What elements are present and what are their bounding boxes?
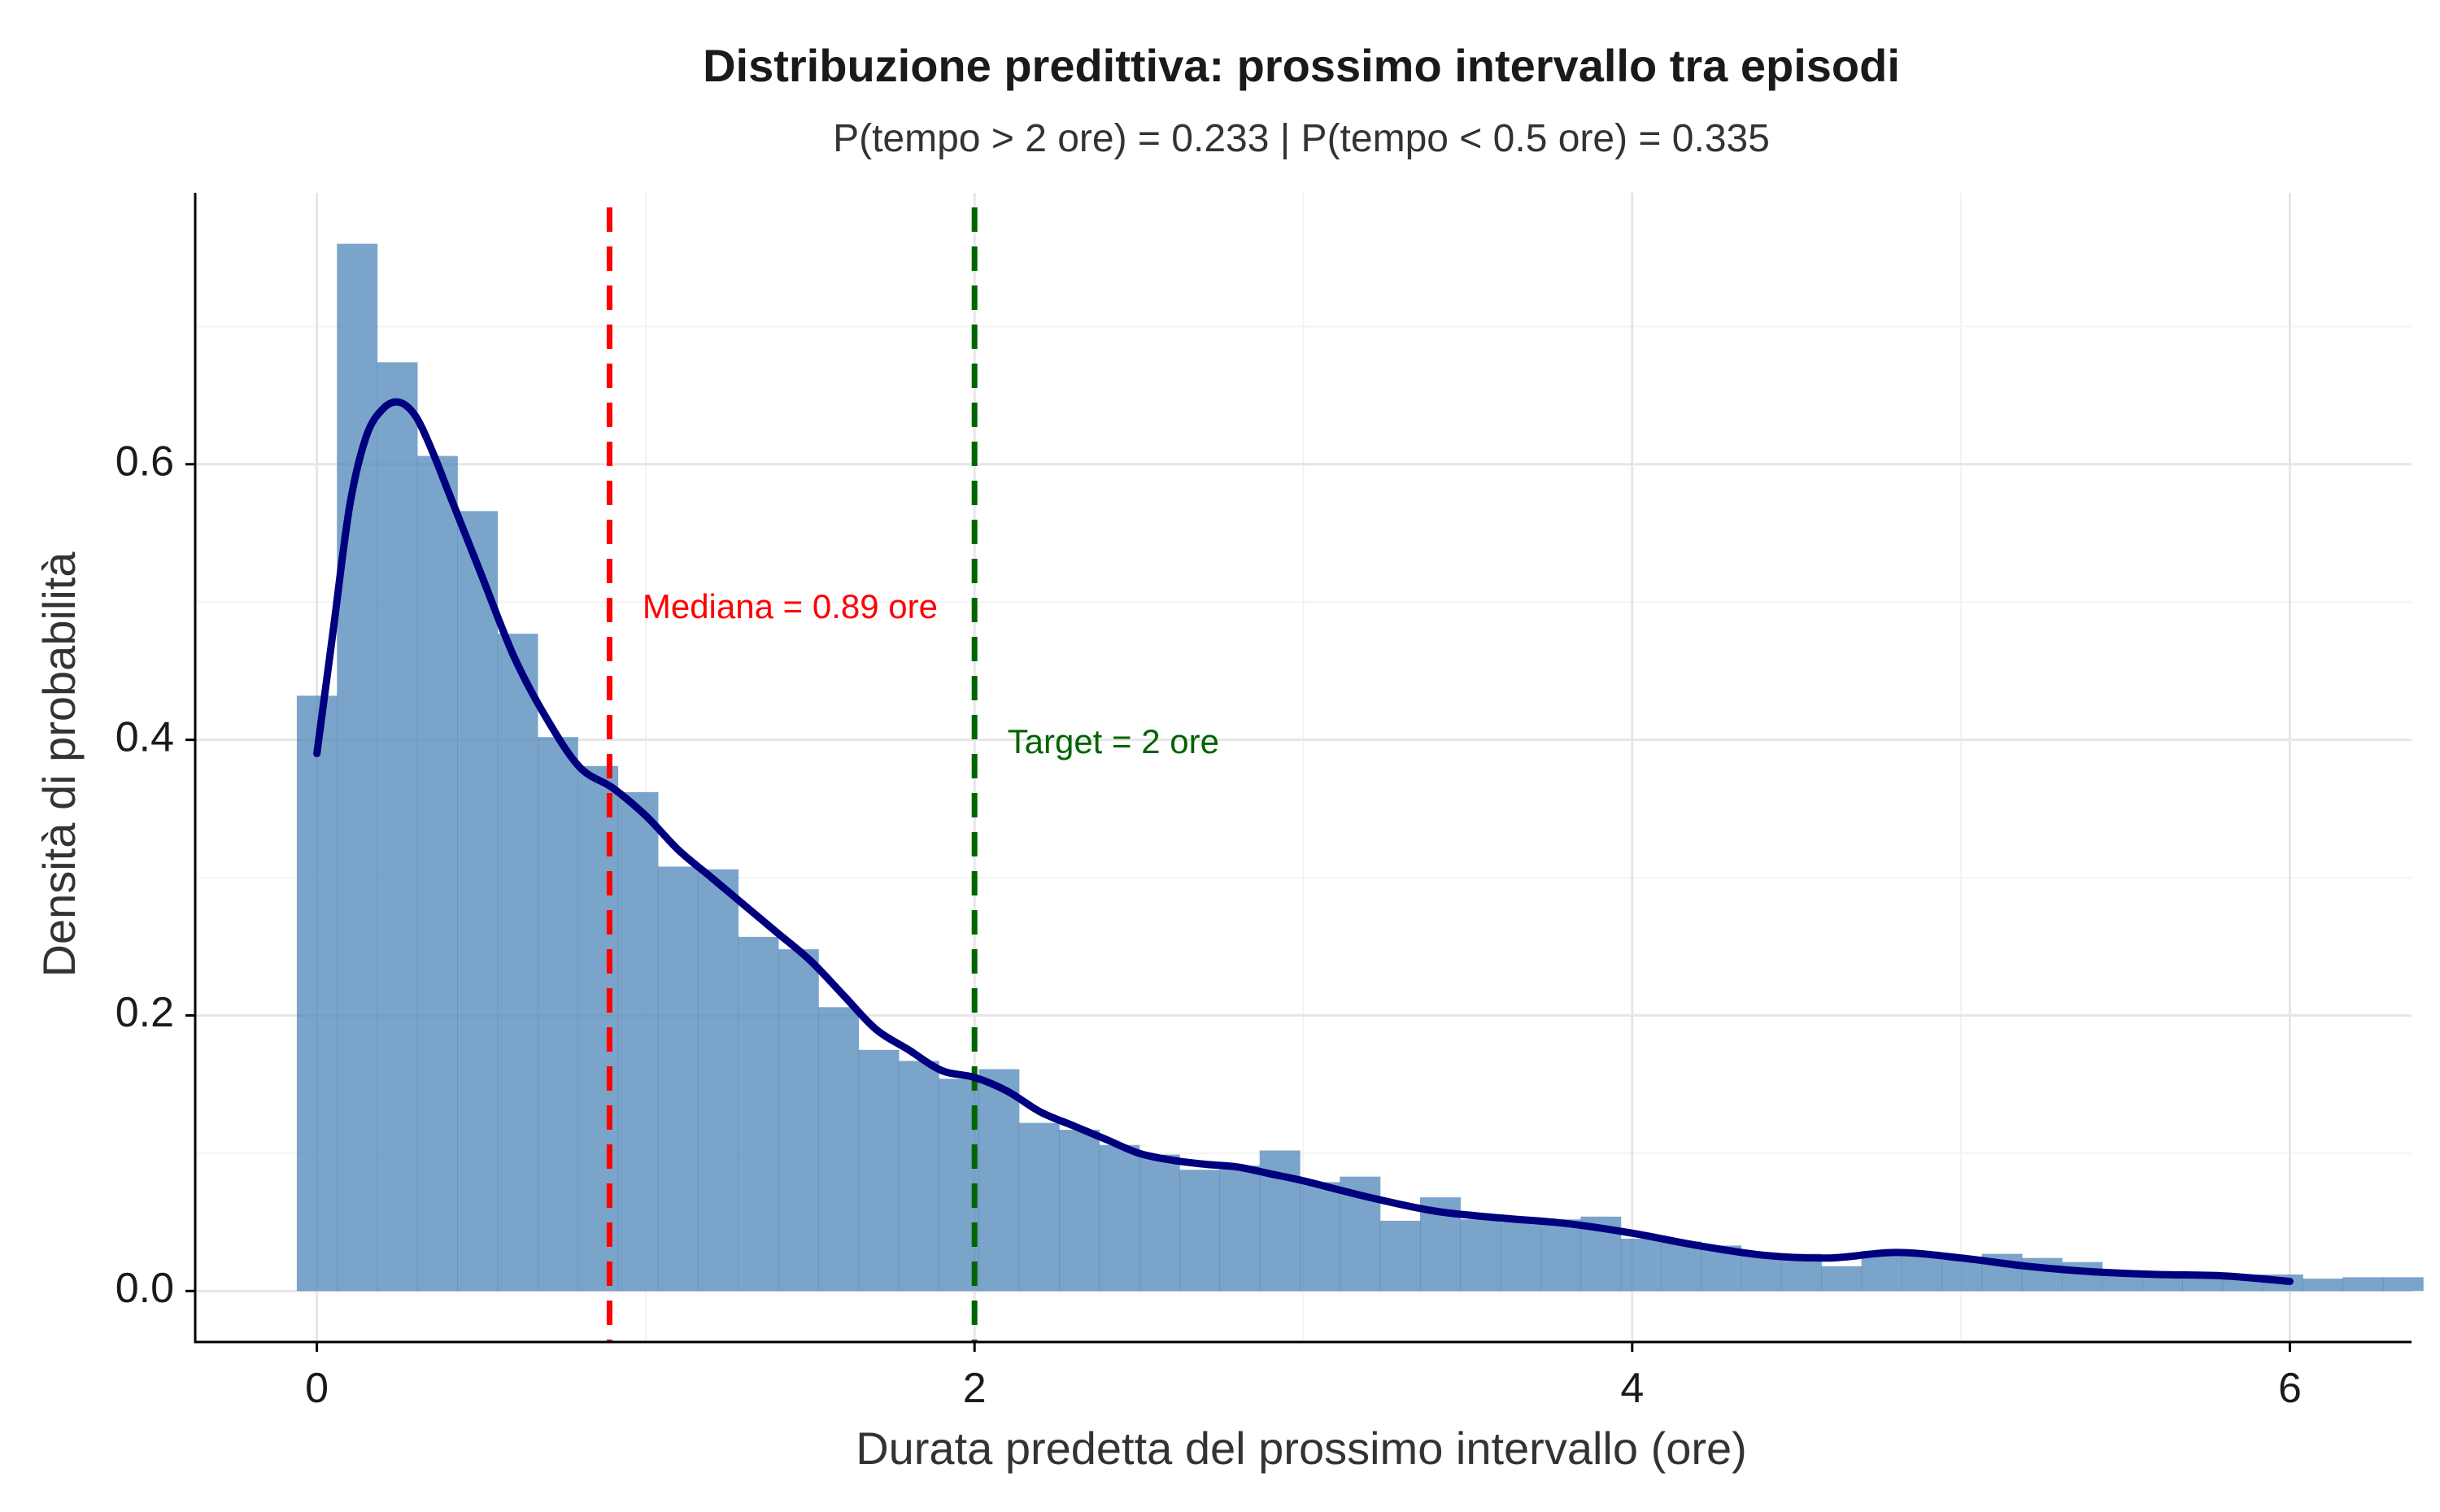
histogram-bars — [296, 243, 2424, 1292]
histogram-bar — [2382, 1277, 2424, 1292]
histogram-bar — [617, 791, 659, 1292]
chart-subtitle: P(tempo > 2 ore) = 0.233 | P(tempo < 0.5… — [833, 117, 1770, 160]
histogram-bar — [337, 243, 378, 1292]
histogram-bar — [497, 634, 538, 1292]
histogram-bar — [1099, 1144, 1140, 1292]
histogram-bar — [657, 866, 699, 1292]
x-tick-label: 4 — [1620, 1365, 1644, 1412]
histogram-bar — [2342, 1277, 2384, 1292]
histogram-bar — [698, 869, 739, 1292]
x-axis-title: Durata predetta del prossimo intervallo … — [856, 1423, 1747, 1474]
histogram-bar — [778, 949, 819, 1292]
histogram-bar — [1059, 1130, 1100, 1292]
target-label: Target = 2 ore — [1008, 722, 1219, 760]
histogram-bar — [377, 362, 418, 1292]
y-tick-label: 0.2 — [115, 989, 174, 1036]
histogram-bar — [818, 1007, 860, 1292]
histogram-bar — [978, 1069, 1020, 1292]
histogram-bar — [1660, 1241, 1701, 1292]
y-tick-label: 0.6 — [115, 438, 174, 486]
histogram-bar — [1500, 1222, 1541, 1292]
y-tick-label: 0.4 — [115, 713, 174, 760]
y-axis-title: Densità di probabilità — [33, 551, 85, 978]
histogram-bar — [898, 1061, 939, 1292]
histogram-bar — [1620, 1238, 1662, 1292]
histogram-bar — [738, 936, 779, 1292]
histogram-bar — [537, 737, 578, 1292]
histogram-bar — [457, 511, 499, 1292]
reference-lines: Mediana = 0.89 ore Target = 2 ore — [606, 207, 1219, 1342]
tick-labels: 0 2 4 6 0.0 0.2 0.4 0.6 — [115, 438, 2302, 1412]
histogram-bar — [416, 455, 458, 1292]
histogram-bar — [1821, 1266, 1863, 1292]
x-tick-label: 0 — [305, 1365, 329, 1412]
density-curve — [313, 398, 2294, 1285]
median-label: Mediana = 0.89 ore — [643, 587, 938, 625]
histogram-bar — [1300, 1182, 1340, 1292]
chart-title: Distribuzione predittiva: prossimo inter… — [703, 40, 1900, 91]
histogram-bar — [1379, 1220, 1421, 1292]
histogram-bar — [1179, 1170, 1221, 1292]
histogram-bar — [1901, 1255, 1942, 1292]
histogram-bar — [2303, 1279, 2344, 1292]
histogram-bar — [858, 1049, 900, 1292]
axes — [185, 193, 2412, 1352]
histogram-bar — [1139, 1154, 1180, 1292]
y-tick-label: 0.0 — [115, 1265, 174, 1312]
histogram-bar — [1460, 1219, 1501, 1292]
histogram-bar — [1219, 1166, 1261, 1292]
histogram-bar — [296, 695, 338, 1292]
density-curve-group — [313, 398, 2294, 1285]
x-tick-label: 6 — [2278, 1365, 2302, 1412]
histogram-bar — [1941, 1257, 1983, 1292]
histogram-bar — [1540, 1219, 1581, 1292]
histogram-bar — [1018, 1122, 1060, 1292]
histogram-bar — [1741, 1253, 1782, 1292]
x-tick-label: 2 — [963, 1365, 987, 1412]
